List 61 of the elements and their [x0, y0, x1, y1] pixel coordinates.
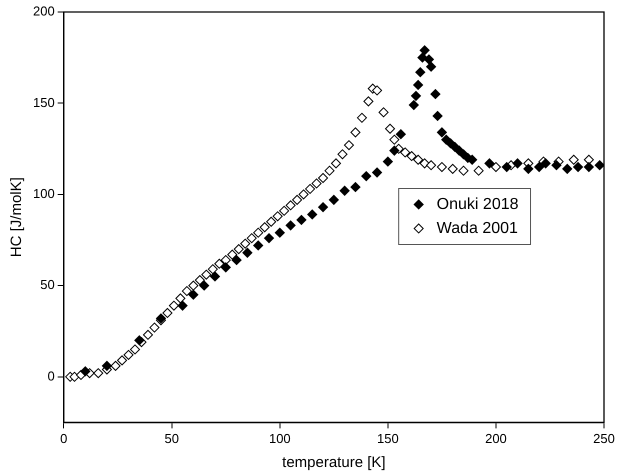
- point: [318, 202, 328, 212]
- point: [253, 240, 264, 250]
- point: [178, 300, 188, 311]
- point: [584, 162, 594, 172]
- point: [523, 164, 534, 174]
- point: [372, 168, 382, 178]
- point: [264, 233, 274, 244]
- point: [436, 127, 447, 138]
- legend-label: Onuki 2018: [436, 196, 519, 213]
- point: [432, 110, 443, 121]
- point: [512, 158, 523, 168]
- point: [199, 280, 210, 291]
- point: [413, 80, 424, 90]
- point: [286, 220, 296, 230]
- point: [551, 160, 562, 170]
- point: [382, 156, 393, 167]
- point: [534, 162, 544, 172]
- x-tick-label: 250: [593, 430, 615, 446]
- x-tick-label: 50: [164, 430, 179, 446]
- point: [210, 271, 220, 282]
- legend-label: Wada 2001: [436, 220, 518, 237]
- point: [410, 90, 421, 101]
- y-tick-label: 200: [32, 4, 55, 19]
- point: [502, 162, 512, 172]
- point: [102, 360, 112, 371]
- point: [408, 100, 419, 110]
- point: [361, 171, 372, 182]
- y-axis-title: HC [J/molK]: [8, 177, 26, 258]
- point: [220, 262, 231, 272]
- y-tick-label: 50: [40, 277, 55, 292]
- point: [188, 290, 198, 300]
- x-tick-label: 0: [60, 430, 68, 446]
- point: [396, 129, 406, 140]
- y-tick-label: 100: [32, 186, 55, 201]
- point: [340, 186, 350, 196]
- point: [242, 248, 252, 258]
- x-tick-label: 150: [377, 430, 399, 446]
- point: [484, 158, 494, 168]
- point: [80, 366, 90, 376]
- point: [420, 45, 430, 56]
- x-tick-label: 200: [485, 430, 507, 446]
- point: [415, 67, 426, 78]
- point: [430, 89, 440, 100]
- point: [426, 62, 436, 72]
- x-tick-label: 100: [268, 430, 291, 446]
- point: [232, 255, 242, 266]
- point: [296, 214, 306, 225]
- point: [350, 182, 360, 192]
- point: [274, 228, 285, 238]
- y-tick-label: 0: [47, 368, 55, 384]
- point: [594, 160, 604, 170]
- point: [562, 164, 572, 174]
- y-tick-label: 150: [32, 94, 55, 110]
- point: [540, 158, 551, 168]
- point: [389, 146, 400, 156]
- point: [307, 209, 318, 220]
- x-axis-title: temperature [K]: [282, 454, 386, 472]
- point: [573, 162, 584, 172]
- point: [134, 335, 144, 346]
- point: [424, 54, 434, 64]
- point: [328, 194, 339, 205]
